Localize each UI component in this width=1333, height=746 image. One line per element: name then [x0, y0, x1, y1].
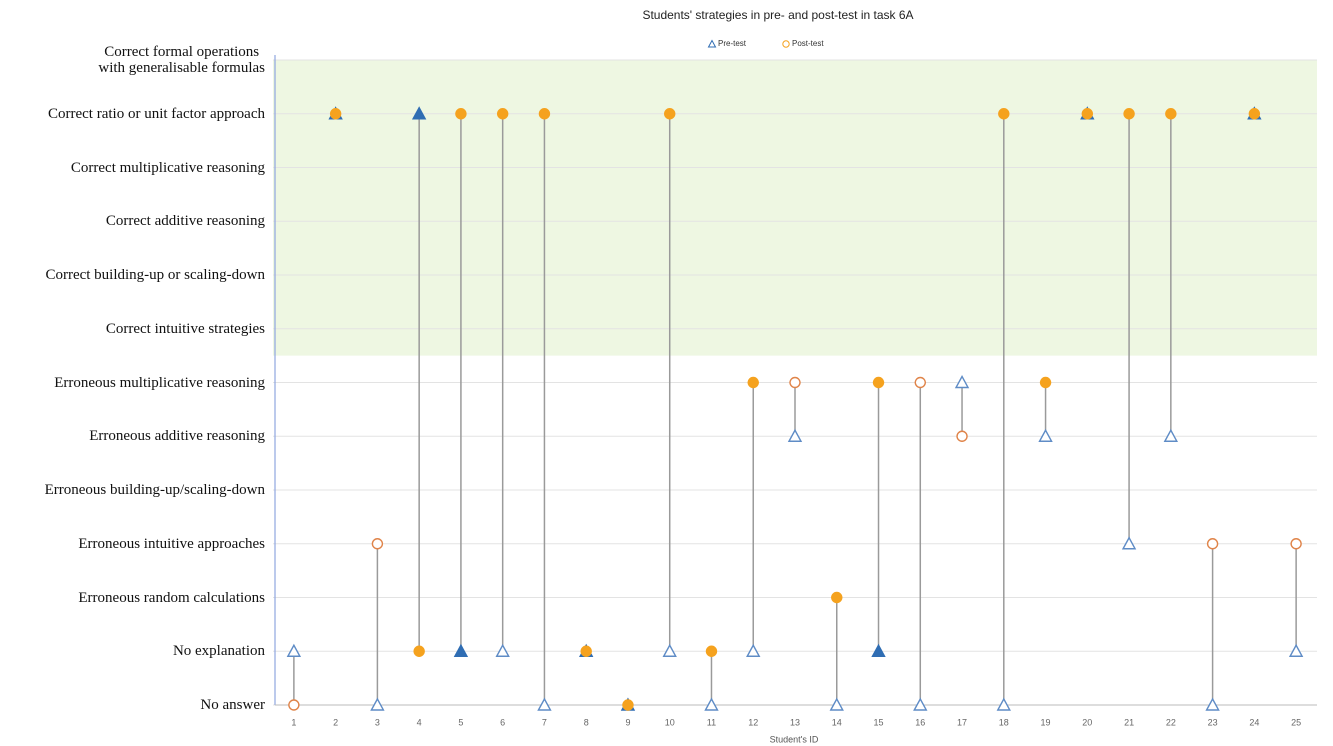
pre-test-marker [411, 106, 427, 120]
post-test-marker [914, 376, 926, 389]
post-test-marker [413, 645, 425, 657]
x-tick-label: 21 [1124, 717, 1134, 727]
y-tick-label: Erroneous multiplicative reasoning [54, 374, 265, 391]
pre-test-marker [1288, 643, 1304, 657]
x-tick-label: 18 [999, 717, 1009, 727]
pre-test-marker [286, 643, 302, 657]
post-test-marker [455, 108, 467, 120]
y-tick-label: Correct ratio or unit factor approach [48, 105, 265, 122]
pre-test-marker [829, 697, 844, 711]
post-test-marker [371, 538, 384, 550]
x-tick-label: 17 [957, 717, 967, 727]
x-tick-label: 20 [1082, 717, 1092, 727]
x-tick-label: 2 [333, 717, 338, 727]
post-test-marker [1206, 538, 1219, 550]
post-test-marker [831, 591, 843, 604]
pre-test-marker [495, 643, 510, 657]
x-tick-label: 8 [584, 717, 589, 727]
x-tick-label: 11 [707, 717, 716, 727]
x-tick-label: 13 [790, 717, 800, 727]
legend-label: Pre-test [718, 39, 747, 48]
x-tick-label: 6 [500, 717, 505, 727]
pre-test-marker [746, 643, 761, 657]
x-tick-label: 4 [417, 717, 422, 727]
pre-test-marker [871, 643, 886, 657]
x-tick-label: 10 [665, 717, 675, 727]
y-tick-label: Erroneous random calculations [78, 589, 265, 606]
legend-marker [782, 40, 790, 48]
post-test-marker [580, 645, 592, 657]
x-tick-label: 5 [458, 717, 463, 727]
x-tick-label: 3 [375, 717, 380, 727]
post-test-marker [329, 108, 342, 120]
x-tick-label: 19 [1041, 717, 1051, 727]
x-tick-label: 23 [1208, 717, 1218, 727]
y-tick-label: No answer [200, 697, 265, 713]
post-test-marker [1039, 376, 1052, 389]
y-tick-label: Correct building-up or scaling-down [45, 267, 265, 283]
post-test-marker [1165, 108, 1177, 120]
post-test-marker [496, 108, 509, 120]
y-tick-label: No explanation [172, 643, 265, 660]
pre-test-marker [996, 697, 1011, 711]
pre-test-marker [453, 643, 469, 657]
post-test-marker [538, 108, 551, 120]
pre-test-marker [1205, 697, 1220, 711]
pre-test-marker [704, 697, 719, 711]
post-test-marker [872, 376, 885, 389]
pre-test-marker [537, 697, 552, 711]
y-tick-label: Correct additive reasoning [105, 213, 265, 230]
post-test-marker [956, 430, 968, 442]
x-tick-label: 9 [625, 717, 630, 727]
post-test-marker [664, 108, 676, 120]
y-tick-label: Erroneous building-up/scaling-down [44, 482, 265, 498]
legend-label: Post-test [792, 39, 824, 48]
pre-test-marker [1038, 428, 1053, 442]
pre-test-marker [1163, 428, 1179, 442]
x-tick-label: 15 [874, 717, 884, 727]
y-tick-label: Erroneous additive reasoning [89, 428, 265, 445]
post-test-marker [1290, 538, 1302, 550]
y-tick-label: Correct multiplicative reasoning [70, 159, 265, 176]
y-tick-label: Correct intuitive strategies [105, 320, 265, 337]
x-tick-label: 7 [542, 717, 547, 727]
post-test-marker [1123, 108, 1135, 120]
post-test-marker [1248, 108, 1261, 120]
x-tick-label: 24 [1249, 717, 1259, 727]
legend-marker [707, 39, 717, 48]
x-tick-label: 14 [832, 717, 842, 727]
post-test-marker [998, 108, 1010, 120]
x-tick-label: 25 [1291, 717, 1301, 727]
post-test-marker [705, 645, 718, 657]
pre-test-marker [787, 428, 803, 442]
x-tick-label: 16 [915, 717, 925, 727]
x-tick-label: 1 [291, 717, 296, 727]
shaded-region [273, 60, 1317, 356]
y-tick-label: Correct formal operations with generalis… [98, 44, 265, 76]
chart-title: Students' strategies in pre- and post-te… [642, 8, 913, 22]
post-test-marker [288, 699, 300, 711]
x-tick-label: 22 [1166, 717, 1176, 727]
pre-test-marker [913, 697, 928, 711]
pre-test-marker [370, 697, 385, 711]
post-test-marker [622, 699, 634, 711]
post-test-marker [747, 376, 759, 389]
x-axis-label: Student's ID [770, 734, 819, 744]
pre-test-marker [662, 643, 677, 657]
post-test-marker [1081, 108, 1094, 120]
x-tick-label: 12 [748, 717, 758, 727]
post-test-marker [789, 376, 801, 389]
pre-test-marker [954, 375, 970, 389]
y-tick-label: Erroneous intuitive approaches [78, 535, 265, 552]
pre-test-marker [1121, 536, 1137, 550]
